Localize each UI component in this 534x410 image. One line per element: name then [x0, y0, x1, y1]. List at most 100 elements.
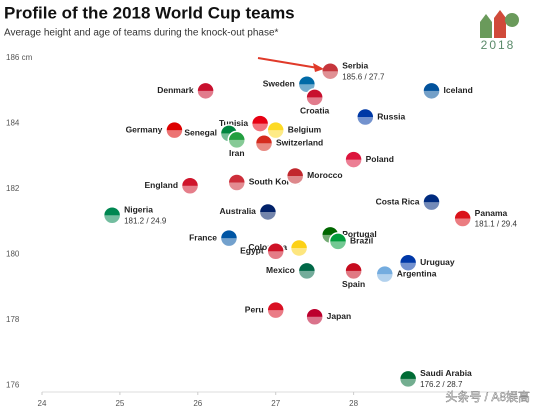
flag-stripe [259, 211, 276, 220]
flag-stripe [357, 117, 374, 126]
flag-marker [266, 300, 285, 320]
flag-stripe [400, 378, 417, 387]
point-label: Germany [126, 124, 163, 134]
flag-marker [254, 133, 274, 153]
y-tick-label: 180 [6, 250, 20, 259]
flag-stripe [322, 71, 339, 80]
point-label: Russia [377, 111, 405, 121]
point-note: 176.2 / 28.7 [420, 380, 463, 389]
watermark: 头条号 / A8娱高 [445, 389, 530, 404]
flag-marker [305, 307, 324, 326]
point-label: Iran [229, 148, 245, 158]
flag-marker [285, 166, 305, 186]
y-tick-label: 178 [6, 315, 20, 324]
point-label: Argentina [397, 268, 437, 278]
y-tick-label: 186 cm [6, 53, 33, 62]
flag-stripe [287, 175, 304, 184]
arrow-head [313, 63, 324, 72]
point-label: Brazil [350, 236, 373, 246]
x-tick-label: 27 [271, 399, 280, 408]
point-label: Japan [327, 311, 352, 321]
flag-marker [227, 173, 247, 192]
y-tick-label: 184 [6, 119, 20, 128]
flag-stripe [197, 90, 214, 99]
flag-marker [165, 120, 184, 140]
point-label: Switzerland [276, 137, 323, 147]
point-label: Morocco [307, 170, 342, 180]
flag-stripe [376, 274, 393, 283]
chart-title: Profile of the 2018 World Cup teams [4, 3, 295, 22]
flag-marker [102, 205, 122, 225]
point-label: Nigeria [124, 204, 153, 214]
point-label: Tunisia [219, 118, 248, 128]
flag-stripe [345, 270, 362, 279]
flag-marker [422, 81, 441, 101]
point-label: Serbia [342, 60, 368, 70]
flag-marker [356, 107, 375, 127]
point-label: Poland [366, 154, 394, 164]
point-note: 181.2 / 24.9 [124, 216, 167, 225]
flag-marker [297, 261, 317, 281]
point-label: Iceland [444, 85, 473, 95]
point-label: Panama [475, 208, 508, 218]
x-tick-label: 24 [38, 399, 47, 408]
flag-marker [305, 88, 324, 107]
flag-marker [196, 81, 215, 101]
point-label: Costa Rica [376, 196, 420, 206]
flag-marker [266, 241, 285, 261]
flag-stripe [400, 262, 417, 271]
point-label: Australia [220, 206, 257, 216]
flag-marker [422, 192, 441, 212]
point-label: Mexico [266, 265, 295, 275]
flag-marker [266, 120, 285, 140]
point-label: Spain [342, 279, 365, 289]
flag-stripe [267, 130, 284, 139]
point-label: Denmark [157, 85, 194, 95]
flag-marker [453, 209, 472, 228]
chart-subtitle: Average height and age of teams during t… [4, 28, 279, 39]
arrow [257, 57, 319, 69]
flag-stripe [423, 202, 440, 211]
point-label: Portugal [342, 229, 376, 239]
point-label: Sweden [263, 79, 295, 89]
logo: 2018 [476, 8, 522, 52]
flag-stripe [330, 241, 347, 250]
flag-marker [219, 228, 239, 248]
flag-marker [344, 150, 363, 169]
point-note: 185.6 / 27.7 [342, 72, 385, 81]
flag-stripe [267, 310, 284, 319]
flag-stripe [166, 130, 183, 139]
point-label: England [144, 180, 178, 190]
flag-marker [398, 253, 418, 272]
point-label: Egypt [240, 245, 264, 255]
flag-marker [289, 238, 309, 258]
x-tick-label: 26 [193, 399, 202, 408]
flag-stripe [306, 316, 323, 325]
flag-marker [328, 232, 348, 251]
flag-stripe [252, 123, 269, 132]
point-note: 181.1 / 29.4 [475, 220, 518, 229]
flag-stripe [228, 139, 245, 148]
point-label: Saudi Arabia [420, 368, 472, 378]
flag-marker [258, 202, 278, 222]
flag-marker [227, 130, 247, 150]
point-label: France [189, 232, 217, 242]
point-label: Belgium [288, 124, 322, 134]
point-label: South Korea [249, 177, 300, 187]
flag-stripe [104, 215, 121, 224]
flag-marker [320, 61, 340, 81]
flag-marker [398, 369, 418, 389]
flag-stripe [256, 143, 273, 152]
point-label: Croatia [300, 106, 330, 116]
flag-stripe [220, 238, 237, 247]
y-tick-label: 182 [6, 184, 20, 193]
flag-stripe [267, 251, 284, 260]
y-tick-label: 176 [6, 381, 20, 390]
flag-stripe [345, 159, 362, 168]
flag-marker [344, 261, 363, 281]
flag-stripe [182, 185, 199, 194]
logo-year: 2018 [481, 38, 516, 52]
flag-stripe [454, 218, 471, 227]
point-label: Peru [245, 304, 264, 314]
